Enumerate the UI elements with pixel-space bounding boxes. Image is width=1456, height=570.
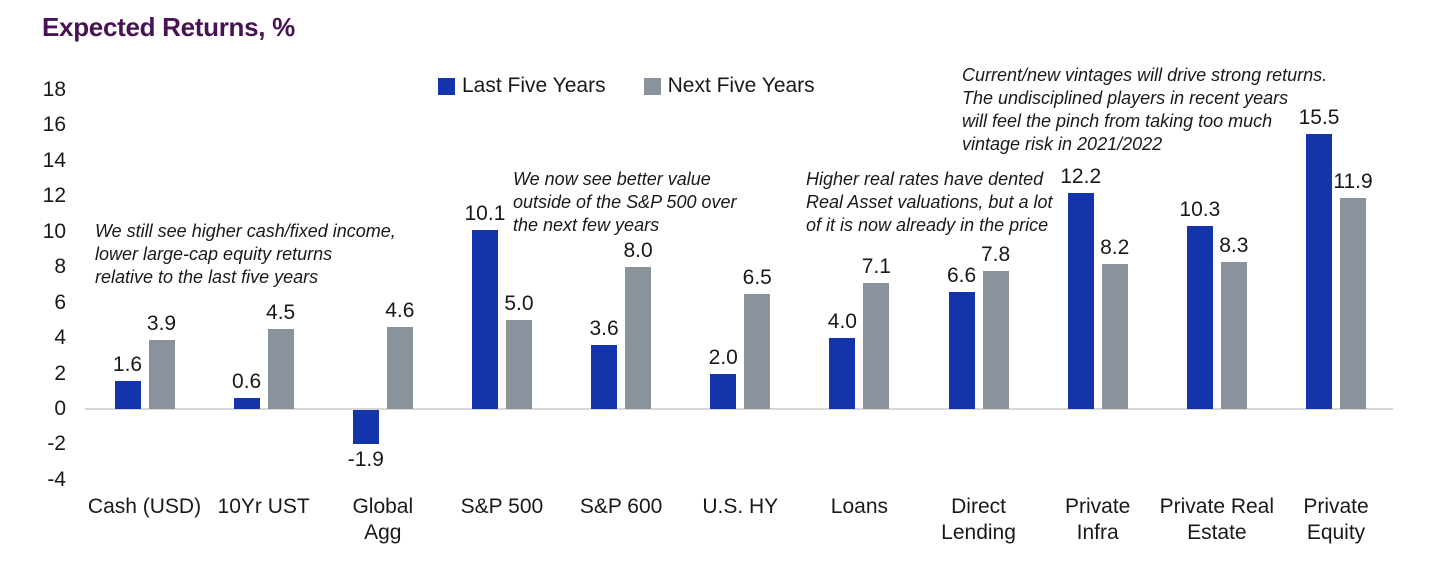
bar-next-five-years xyxy=(1340,198,1366,409)
annotation: Higher real rates have dented Real Asset… xyxy=(806,169,1053,235)
bar-value-label: 10.1 xyxy=(464,202,506,226)
bar-last-five-years xyxy=(471,230,498,409)
x-axis-category-label: Private Real Estate xyxy=(1159,495,1275,544)
bar-value-label: 1.6 xyxy=(112,352,143,376)
legend-item-last-five-years: Last Five Years xyxy=(438,74,606,98)
bar-next-five-years xyxy=(625,267,652,409)
bar-last-five-years xyxy=(948,292,975,409)
x-axis-category-label: Private Infra xyxy=(1065,495,1131,544)
bar-last-five-years xyxy=(1186,226,1213,409)
bar-value-label: 4.6 xyxy=(385,299,415,323)
y-axis-tick-label: 6 xyxy=(54,290,66,314)
bar-last-five-years xyxy=(352,410,379,444)
bar-value-label: 0.6 xyxy=(232,370,262,394)
bar-last-five-years xyxy=(591,345,618,409)
x-axis-category-label: S&P 600 xyxy=(579,495,663,518)
bar-last-five-years xyxy=(829,338,856,409)
bar-value-label: 12.2 xyxy=(1060,164,1102,188)
bar-value-label: 11.9 xyxy=(1333,170,1373,194)
x-axis-category-label: S&P 500 xyxy=(460,495,544,518)
x-axis-line xyxy=(85,408,1393,410)
y-axis-tick-label: 4 xyxy=(54,326,66,350)
y-axis-tick-label: 0 xyxy=(54,397,66,420)
legend: Last Five Years Next Five Years xyxy=(438,74,815,98)
bar-last-five-years xyxy=(233,398,260,409)
bar-value-label: 6.5 xyxy=(742,265,772,289)
bar-value-label: 8.0 xyxy=(623,239,653,263)
bar-value-label: 4.5 xyxy=(266,301,296,325)
bar-last-five-years xyxy=(1067,192,1094,409)
bar-value-label: 3.9 xyxy=(146,311,177,335)
x-axis-category-label: Direct Lending xyxy=(941,495,1016,544)
bar-next-five-years xyxy=(386,327,413,409)
x-axis-category-label: Loans xyxy=(830,495,888,518)
bar-value-label: 6.6 xyxy=(946,264,977,288)
bar-value-label: 7.1 xyxy=(861,255,891,279)
bar-last-five-years xyxy=(710,373,737,409)
bar-next-five-years xyxy=(863,283,890,409)
x-axis-category-label: Cash (USD) xyxy=(87,495,202,518)
x-axis-category-label: 10Yr UST xyxy=(217,495,310,518)
bar-last-five-years xyxy=(114,380,141,409)
legend-swatch-blue-icon xyxy=(438,77,455,95)
bar-next-five-years xyxy=(982,270,1009,409)
y-axis-tick-label: 2 xyxy=(54,361,66,385)
bar-next-five-years xyxy=(267,329,294,409)
bar-value-label: 15.5 xyxy=(1298,106,1340,130)
bar-value-label: 8.2 xyxy=(1100,235,1130,259)
x-axis-category-label: Private Equity xyxy=(1303,495,1369,544)
chart-title: Expected Returns, % xyxy=(42,12,295,42)
bar-next-five-years xyxy=(1220,261,1247,409)
legend-swatch-gray-icon xyxy=(643,77,661,95)
x-axis-category-label: U.S. HY xyxy=(702,495,779,518)
y-axis-tick-label: 16 xyxy=(42,113,66,137)
y-axis-tick-label: 10 xyxy=(42,219,66,243)
bar-value-label: 8.3 xyxy=(1219,233,1249,257)
y-axis-tick-label: -2 xyxy=(47,432,66,456)
x-axis-category-label: Global Agg xyxy=(352,495,414,544)
bar-value-label: 3.6 xyxy=(589,317,619,341)
legend-item-next-five-years: Next Five Years xyxy=(643,74,815,98)
annotation: We still see higher cash/fixed income, l… xyxy=(95,221,396,287)
bar-value-label: 10.3 xyxy=(1179,198,1221,222)
bar-next-five-years xyxy=(744,293,771,409)
bar-value-label: 4.0 xyxy=(827,310,857,334)
y-axis-tick-label: -4 xyxy=(47,467,66,491)
bar-value-label: 2.0 xyxy=(708,345,738,369)
bar-last-five-years xyxy=(1306,134,1332,409)
bar-next-five-years xyxy=(148,339,175,409)
legend-label: Last Five Years xyxy=(462,74,606,97)
annotation: Current/new vintages will drive strong r… xyxy=(962,65,1328,154)
bar-value-label: 5.0 xyxy=(504,292,534,316)
bar-value-label: 7.8 xyxy=(980,242,1011,266)
y-axis-tick-label: 14 xyxy=(42,148,66,172)
legend-label: Next Five Years xyxy=(667,74,815,97)
bar-value-label: -1.9 xyxy=(347,447,384,471)
bar-next-five-years xyxy=(1101,263,1128,409)
y-axis-tick-label: 12 xyxy=(42,184,66,208)
annotation: We now see better value outside of the S… xyxy=(513,169,737,235)
y-axis-tick-label: 18 xyxy=(42,78,66,102)
y-axis-tick-label: 8 xyxy=(54,255,66,279)
bar-next-five-years xyxy=(505,320,532,409)
